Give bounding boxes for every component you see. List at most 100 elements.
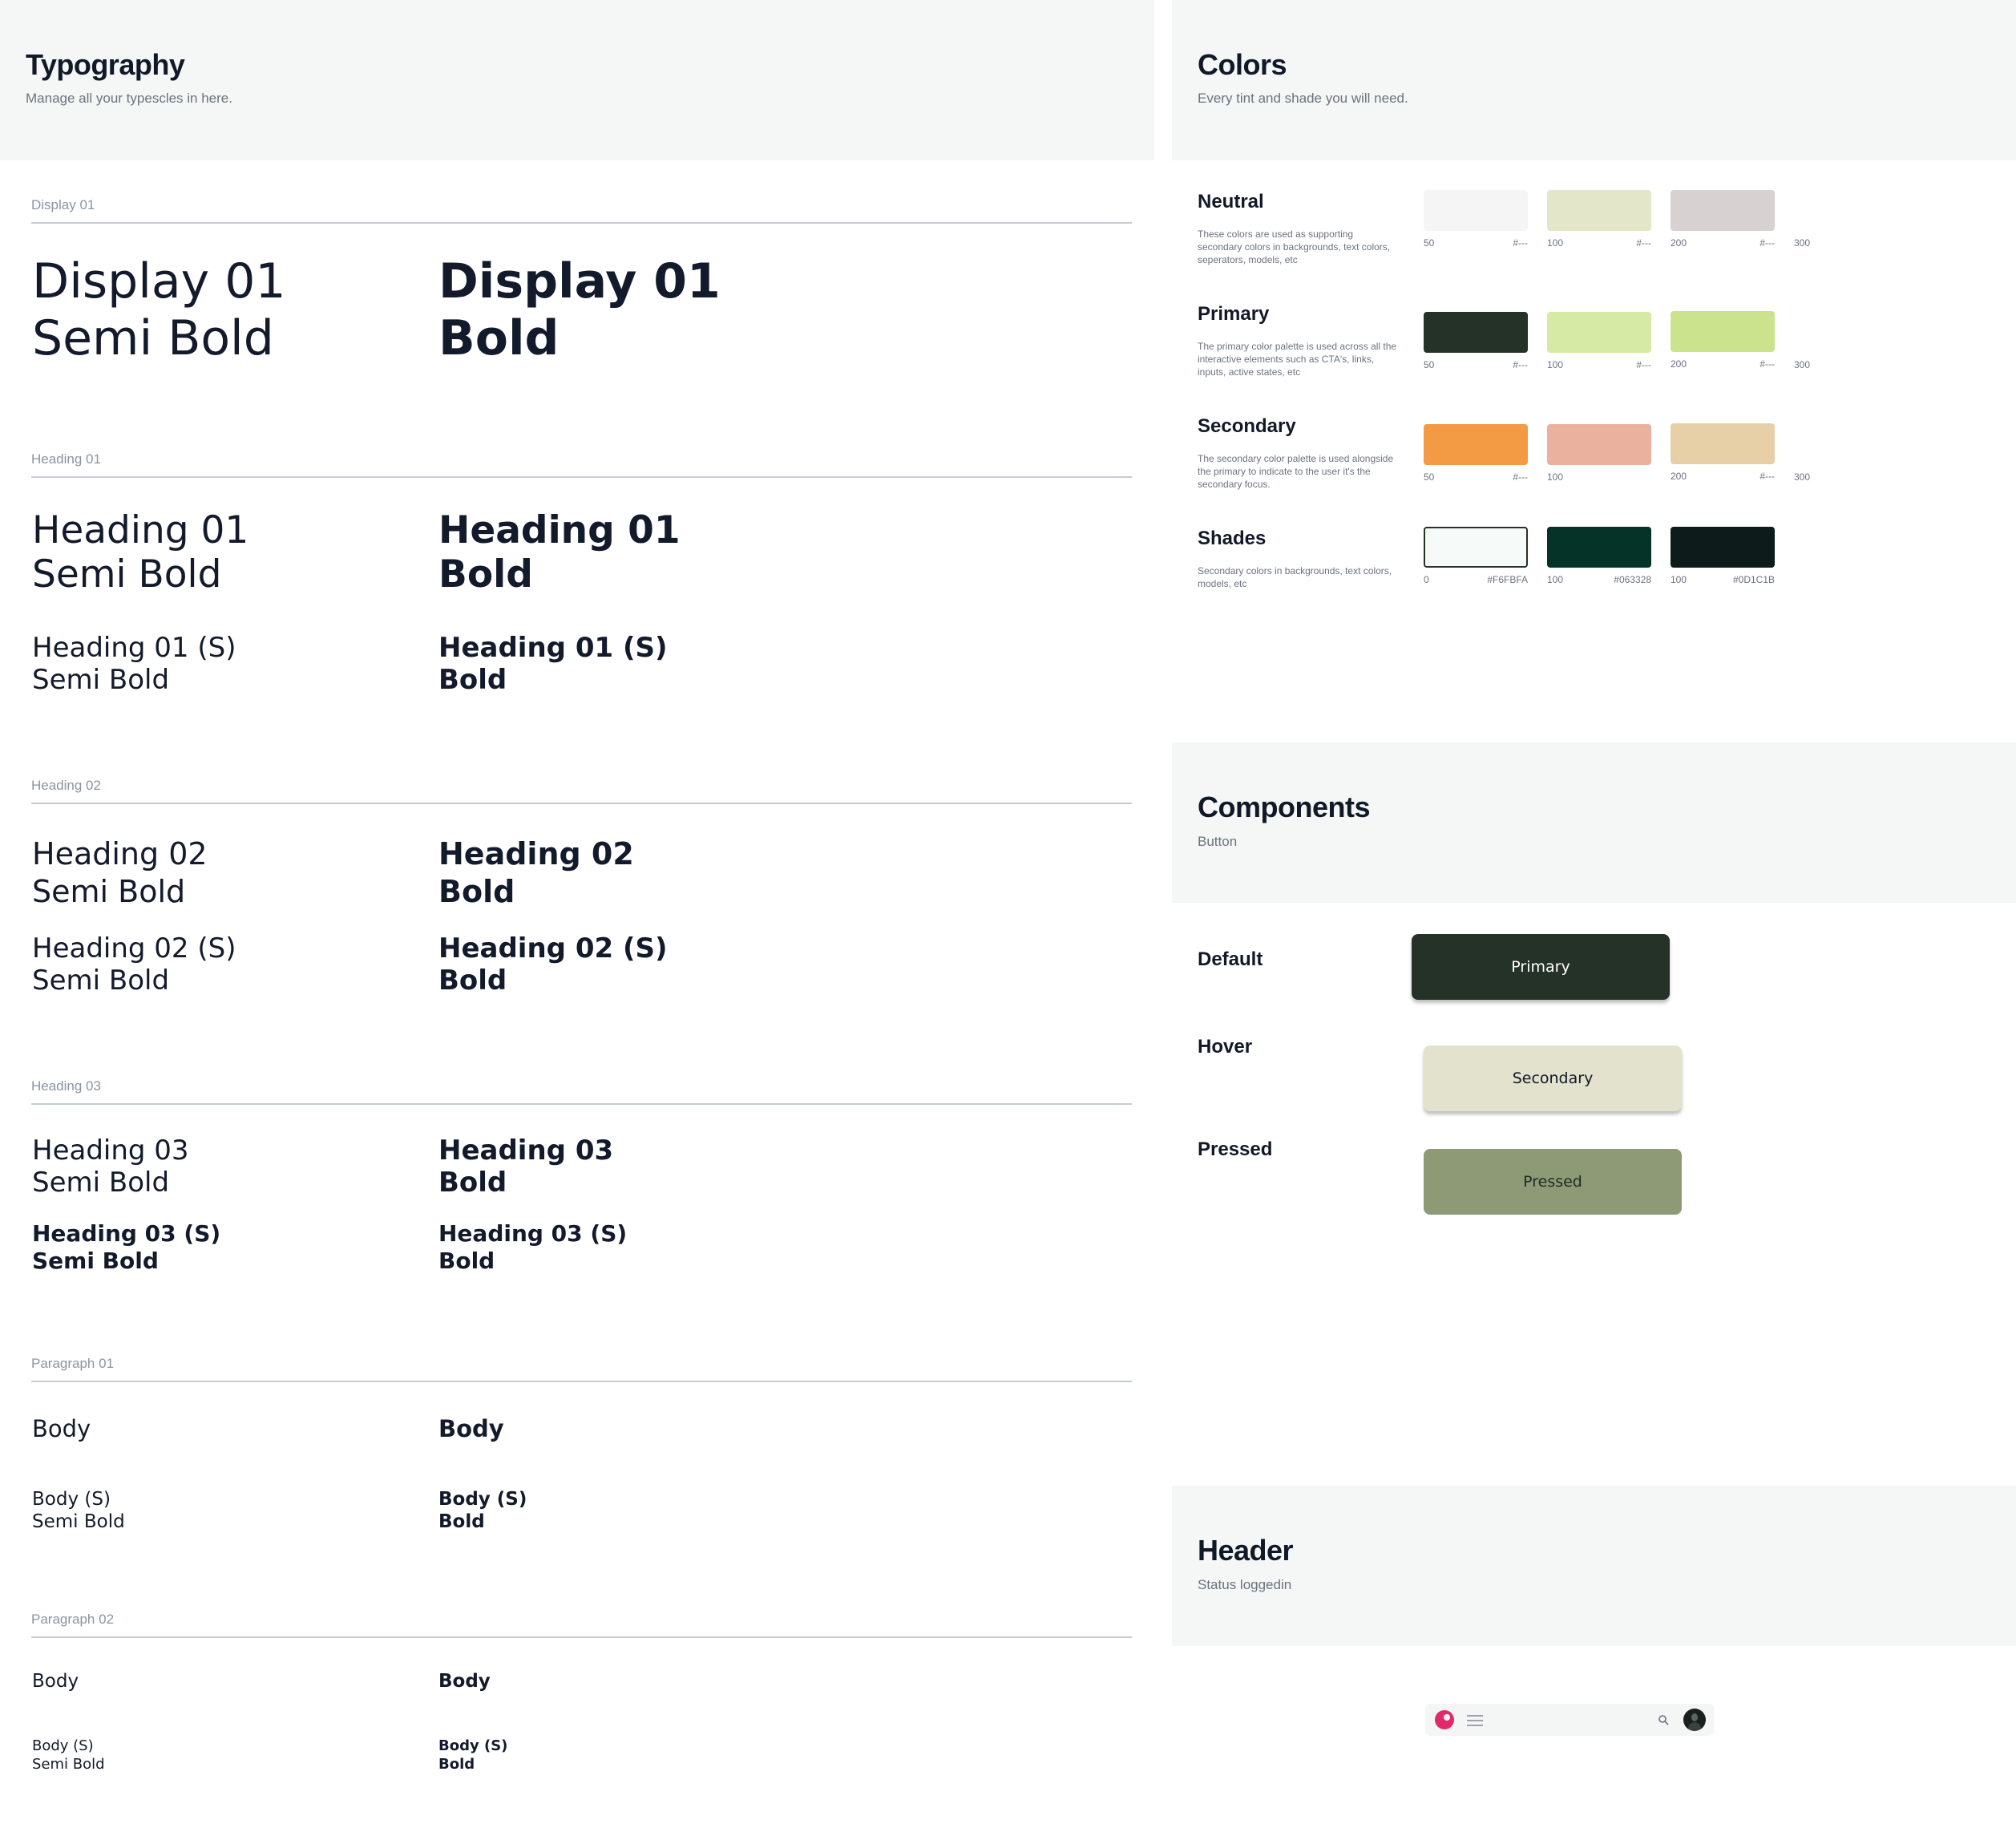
paragraph02-bodys-semibold: Body (S) Semi Bold [32, 1737, 105, 1773]
heading01-bold: Heading 01 Bold [438, 508, 681, 597]
paragraph02-body-semibold: Body [32, 1671, 79, 1692]
components-header [1172, 742, 2016, 903]
pressed-button[interactable]: Pressed [1424, 1149, 1682, 1215]
swatch-shades-0[interactable] [1424, 527, 1528, 568]
swatch-hex: #--- [1636, 359, 1651, 370]
paragraph02-body-bold: Body [438, 1671, 491, 1692]
swatch-neutral-100[interactable] [1547, 190, 1651, 231]
heading03-bold: Heading 03 Bold [438, 1134, 614, 1199]
header-subtitle: Status loggedin [1198, 1577, 1292, 1592]
swatch-step: 50 [1424, 471, 1435, 483]
menu-icon[interactable] [1467, 1714, 1483, 1731]
swatch-step: 100 [1547, 471, 1564, 483]
swatch-neutral-50[interactable] [1424, 190, 1528, 231]
paragraph01-body-semibold: Body [32, 1415, 91, 1442]
swatch-hex: #063328 [1614, 574, 1651, 585]
paragraph01-bodys-bold: Body (S) Bold [438, 1489, 527, 1532]
swatch-secondary-50[interactable] [1424, 424, 1528, 465]
typography-title: Typography [26, 48, 185, 81]
swatch-step: 100 [1547, 237, 1564, 249]
heading02-semibold: Heading 02 Semi Bold [32, 836, 208, 909]
swatch-step: 0 [1424, 574, 1429, 585]
paragraph01-bodys-semibold: Body (S) Semi Bold [32, 1489, 125, 1532]
swatch-hex: #--- [1759, 471, 1775, 482]
swatch-neutral-200[interactable] [1671, 190, 1775, 231]
divider [31, 222, 1132, 224]
color-group-desc: The secondary color palette is used alon… [1198, 453, 1394, 490]
heading02s-semibold: Heading 02 (S) Semi Bold [32, 932, 236, 997]
colors-header [1172, 0, 2016, 160]
color-group-shades: Shades [1198, 528, 1267, 549]
section-label-paragraph02: Paragraph 02 [31, 1612, 115, 1627]
swatch-step: 300 [1794, 471, 1811, 483]
color-group-desc: These colors are used as supporting seco… [1198, 229, 1391, 265]
divider [31, 1103, 1132, 1105]
divider [31, 803, 1132, 804]
colors-title: Colors [1198, 48, 1287, 81]
section-label-display01: Display 01 [31, 197, 95, 212]
swatch-hex: #--- [1636, 237, 1651, 249]
paragraph02-bodys-bold: Body (S) Bold [438, 1737, 508, 1773]
section-label-paragraph01: Paragraph 01 [31, 1356, 115, 1371]
swatch-step: 100 [1547, 359, 1564, 370]
heading02s-bold: Heading 02 (S) Bold [438, 932, 668, 997]
display01-bold: Display 01 Bold [438, 253, 721, 366]
heading03s-semibold: Heading 03 (S) Semi Bold [32, 1220, 221, 1274]
swatch-primary-50[interactable] [1424, 312, 1528, 353]
components-title: Components [1198, 791, 1371, 823]
swatch-primary-200[interactable] [1671, 311, 1775, 352]
swatch-shades-100[interactable] [1547, 527, 1651, 568]
divider [31, 1636, 1132, 1638]
swatch-step: 100 [1547, 574, 1564, 585]
section-label-heading02: Heading 02 [31, 778, 101, 793]
typography-subtitle: Manage all your typescles in here. [26, 91, 232, 106]
state-label-pressed: Pressed [1198, 1138, 1273, 1160]
search-icon[interactable] [1658, 1714, 1669, 1729]
swatch-hex: #--- [1759, 358, 1775, 370]
color-group-desc: Secondary colors in backgrounds, text co… [1198, 565, 1392, 589]
section-label-heading03: Heading 03 [31, 1078, 101, 1094]
heading01s-semibold: Heading 01 (S) Semi Bold [32, 632, 236, 696]
swatch-primary-100[interactable] [1547, 312, 1651, 353]
state-label-default: Default [1198, 948, 1263, 970]
color-group-secondary: Secondary [1198, 415, 1296, 437]
swatch-step: 100 [1671, 574, 1687, 585]
paragraph01-body-bold: Body [438, 1415, 504, 1442]
swatch-step: 50 [1424, 237, 1435, 249]
heading03-semibold: Heading 03 Semi Bold [32, 1134, 189, 1199]
swatch-secondary-100[interactable] [1547, 424, 1651, 465]
state-label-hover: Hover [1198, 1036, 1253, 1058]
swatch-step: 200 [1671, 358, 1687, 370]
swatch-step: 300 [1794, 359, 1811, 370]
header-title: Header [1198, 1534, 1294, 1567]
heading03s-bold: Heading 03 (S) Bold [438, 1220, 628, 1274]
heading01-semibold: Heading 01 Semi Bold [32, 508, 249, 597]
heading01s-bold: Heading 01 (S) Bold [438, 632, 668, 696]
swatch-step: 50 [1424, 359, 1435, 370]
swatch-hex: #--- [1513, 471, 1528, 483]
swatch-hex: #--- [1513, 359, 1528, 370]
color-group-primary: Primary [1198, 303, 1270, 325]
divider [31, 1381, 1132, 1382]
swatch-hex: #F6FBFA [1487, 574, 1528, 585]
colors-subtitle: Every tint and shade you will need. [1198, 91, 1408, 106]
swatch-secondary-200[interactable] [1671, 423, 1775, 464]
color-group-desc: The primary color palette is used across… [1198, 341, 1397, 378]
color-group-neutral: Neutral [1198, 191, 1264, 212]
swatch-hex: #--- [1759, 237, 1775, 249]
swatch-step: 200 [1671, 237, 1687, 249]
secondary-button[interactable]: Secondary [1424, 1045, 1682, 1111]
section-label-heading01: Heading 01 [31, 451, 101, 467]
components-subtitle: Button [1198, 834, 1238, 849]
divider [31, 476, 1132, 478]
heading02-bold: Heading 02 Bold [438, 836, 634, 909]
app-header-bar [1425, 1704, 1714, 1736]
swatch-shades-100b[interactable] [1671, 527, 1775, 568]
swatch-hex: #--- [1513, 237, 1528, 249]
primary-button[interactable]: Primary [1412, 934, 1670, 1000]
swatch-step: 300 [1794, 237, 1811, 249]
avatar[interactable] [1683, 1709, 1706, 1731]
display01-semibold: Display 01 Semi Bold [32, 253, 286, 366]
logo-icon[interactable] [1435, 1710, 1454, 1729]
typography-header [0, 0, 1154, 160]
